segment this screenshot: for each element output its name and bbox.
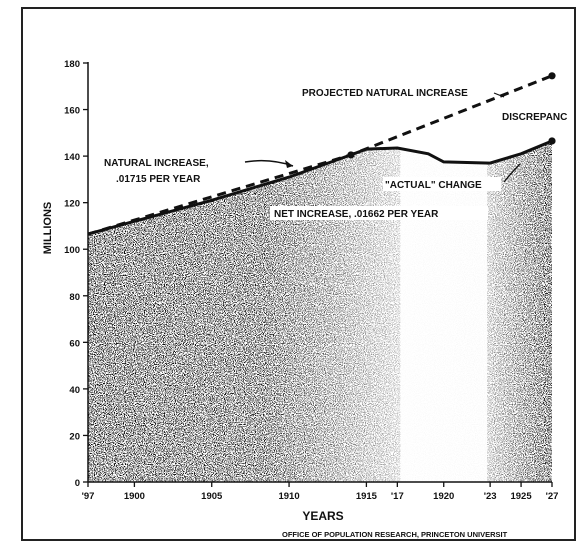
net-increase-label: NET INCREASE, .01662 PER YEAR — [274, 209, 439, 220]
x-tick-label: 1915 — [356, 491, 378, 502]
x-tick-label: 1910 — [278, 491, 299, 502]
y-tick-label: 0 — [75, 478, 80, 489]
discrepancy-label: DISCREPANC — [502, 112, 567, 123]
series-markers — [347, 72, 556, 159]
actual-change-label: "ACTUAL" CHANGE — [385, 180, 482, 191]
y-axis-title: MILLIONS — [42, 202, 54, 255]
series-marker — [548, 137, 556, 145]
y-tick-label: 120 — [64, 199, 80, 210]
credit-line: OFFICE OF POPULATION RESEARCH, PRINCETON… — [282, 530, 508, 539]
actual-change-arrow — [503, 163, 521, 183]
y-tick-label: 80 — [69, 292, 80, 303]
x-tick-label: '17 — [391, 491, 404, 502]
x-tick-label: '27 — [546, 491, 559, 502]
projected-arrow — [493, 92, 505, 98]
y-tick-label: 100 — [64, 245, 80, 256]
actual-change-label-bg — [383, 177, 501, 191]
x-tick-label: '23 — [484, 491, 497, 502]
y-tick-label: 140 — [64, 152, 80, 163]
x-tick-label: 1925 — [510, 491, 532, 502]
outer-frame — [21, 7, 576, 541]
y-tick-label: 160 — [64, 106, 80, 117]
actual-change-line — [87, 139, 553, 236]
x-tick-label: 1905 — [201, 491, 223, 502]
net-increase-label-bg — [270, 206, 488, 220]
y-tick-label: 180 — [64, 59, 80, 70]
projected-label: PROJECTED NATURAL INCREASE — [302, 88, 468, 99]
natural-increase-arrowhead — [285, 160, 293, 168]
x-tick-marks: '97 1900 1905 1910 1915 '17 1920 '23 1925 '27 — [82, 482, 559, 502]
natural-increase-label: NATURAL INCREASE, — [104, 158, 209, 169]
y-tick-label: 40 — [69, 385, 80, 396]
x-tick-label: 1900 — [124, 491, 145, 502]
series-marker — [347, 151, 355, 159]
y-tick-label: 60 — [69, 338, 80, 349]
x-axis-title: YEARS — [302, 509, 343, 523]
x-tick-label: 1920 — [433, 491, 454, 502]
y-tick-label: 20 — [69, 431, 80, 442]
natural-increase-rate-label: .01715 PER YEAR — [116, 174, 201, 185]
y-tick-marks: 0 20 40 60 80 100 120 140 160 180 — [64, 59, 88, 489]
x-tick-label: '97 — [82, 491, 95, 502]
series-marker — [548, 72, 556, 80]
stipple-gap — [400, 63, 488, 482]
